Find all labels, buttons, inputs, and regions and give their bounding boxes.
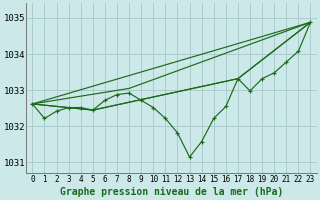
X-axis label: Graphe pression niveau de la mer (hPa): Graphe pression niveau de la mer (hPa) <box>60 186 283 197</box>
